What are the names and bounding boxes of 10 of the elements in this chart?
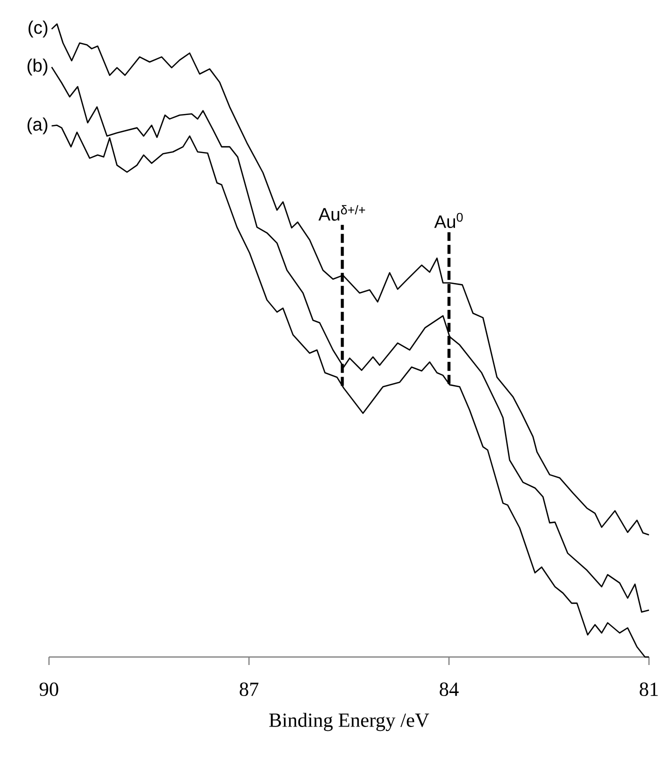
- ref-line-label: Au$^{0}$: [434, 212, 463, 228]
- x-axis-title: Binding Energy /eV: [269, 712, 430, 732]
- x-tick-label: 81: [640, 682, 658, 696]
- series-label: (b): [28, 58, 48, 76]
- x-tick-label: 84: [440, 682, 459, 696]
- series-label: (c): [28, 20, 48, 38]
- x-tick-label: 87: [240, 682, 258, 696]
- ref-line-label: Au$^{δ+/+}$: [318, 205, 366, 221]
- series-label: (a): [28, 118, 48, 134]
- x-tick-label: 90: [40, 682, 58, 696]
